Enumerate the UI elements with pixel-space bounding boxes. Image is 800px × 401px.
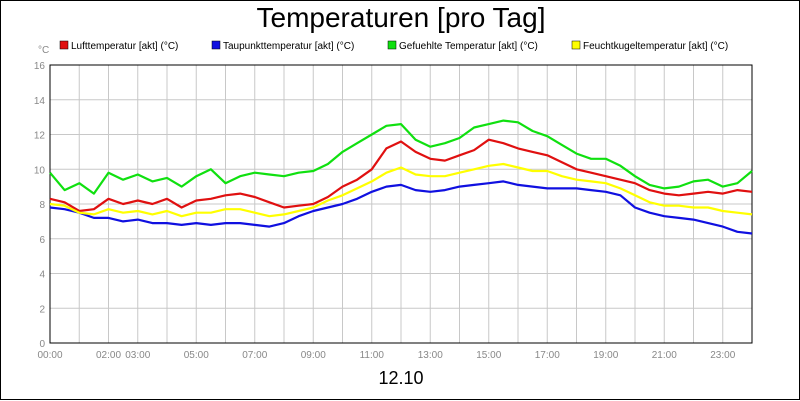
series-line-4 [49,162,753,218]
x-axis-label: 12.10 [378,368,424,388]
x-tick-label: 19:00 [593,350,618,361]
legend-swatch-1 [59,40,69,50]
chart-title: Temperaturen [pro Tag] [256,2,546,33]
legend-label-4: Feuchtkugeltemperatur [akt] (°C) [583,41,728,52]
y-tick-label: 0 [39,339,45,350]
legend-swatch-3 [387,40,397,50]
y-tick-label: 6 [39,235,45,246]
x-tick-label: 15:00 [476,350,501,361]
x-tick-label: 03:00 [125,350,150,361]
x-tick-label: 13:00 [418,350,443,361]
x-tick-label: 05:00 [184,350,209,361]
y-tick-label: 14 [34,96,46,107]
x-tick-label: 00:00 [37,350,62,361]
legend-swatch-2 [211,40,221,50]
y-axis-unit: °C [38,45,49,56]
y-tick-label: 2 [39,304,45,315]
y-tick-label: 4 [39,270,45,281]
legend-label-3: Gefuehlte Temperatur [akt] (°C) [399,41,538,52]
x-tick-label: 07:00 [242,350,267,361]
y-tick-label: 16 [34,61,46,72]
legend-swatch-4 [571,40,581,50]
x-tick-label: 02:00 [96,350,121,361]
legend-label-1: Lufttemperatur [akt] (°C) [71,41,178,52]
x-tick-label: 23:00 [710,350,735,361]
series-line-2 [49,180,753,235]
x-tick-label: 11:00 [360,350,385,361]
series-line-1 [49,138,753,213]
series-line-3 [49,119,753,195]
y-tick-label: 8 [39,200,45,211]
y-tick-label: 10 [34,165,46,176]
legend-label-2: Taupunkttemperatur [akt] (°C) [223,41,354,52]
y-tick-label: 12 [34,131,46,142]
x-tick-label: 21:00 [652,350,677,361]
x-tick-label: 17:00 [535,350,560,361]
x-tick-label: 09:00 [301,350,326,361]
